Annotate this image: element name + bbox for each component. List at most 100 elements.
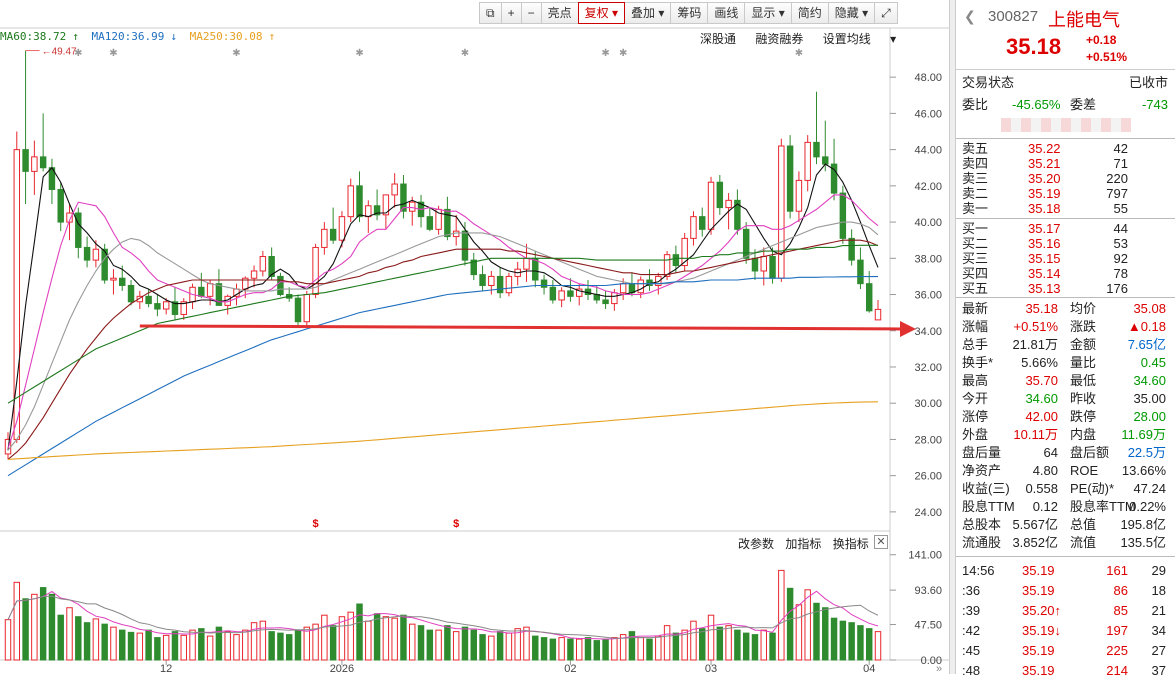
switch-indicator-link[interactable]: 换指标 [832, 537, 869, 551]
stat-row: 今开 34.60 昨收 35.00 [962, 390, 1168, 408]
stat-value: ▲0.18 [1127, 319, 1166, 334]
tick-count: 34 [1151, 623, 1166, 638]
candle-body [57, 188, 64, 223]
volume-bar [681, 629, 688, 661]
candle-body [268, 255, 275, 277]
margin-link[interactable]: 融资融券 [755, 32, 804, 46]
volume-bar [444, 625, 451, 661]
bid-volume: 53 [1113, 236, 1128, 251]
volume-bar [127, 631, 135, 661]
price-change: +0.18 [1086, 33, 1117, 47]
stat-label: 净资产 [962, 463, 1002, 478]
stat-label: 今开 [962, 391, 989, 406]
add-indicator-link[interactable]: 加指标 [785, 537, 822, 551]
event-marker: ✱ [109, 48, 117, 59]
stat-label: 内盘 [1070, 427, 1097, 442]
fullscreen-icon[interactable]: ⤢ [874, 2, 898, 24]
x-tick-label: 03 [705, 663, 717, 674]
volume-bar [672, 632, 680, 661]
hk-connect-link[interactable]: 深股通 [700, 32, 737, 46]
candle-body [154, 303, 161, 310]
weibi-label: 委比 [962, 97, 989, 112]
prev-stock-icon[interactable]: ❮ [964, 8, 976, 24]
volume-bar [602, 638, 609, 661]
candle-body [734, 199, 741, 230]
volume-bar [786, 587, 794, 661]
close-icon[interactable]: ✕ [874, 535, 888, 549]
volume-bar [294, 629, 302, 661]
volume-bar [338, 616, 346, 661]
vol-tick-label: 0.00 [921, 655, 942, 667]
tick-volume: 85 [1113, 603, 1128, 618]
weibi-value: -45.65% [1012, 97, 1061, 112]
volume-bar [39, 587, 47, 661]
candle-body [145, 295, 152, 305]
volume-bar [312, 623, 319, 661]
tick-price: 35.19 [1022, 643, 1055, 658]
simple-button[interactable]: 简约 [790, 2, 829, 24]
volume-bar [505, 632, 513, 661]
candle-body [400, 183, 407, 212]
zoom-in-icon[interactable]: + [500, 2, 522, 24]
volume-bar [725, 625, 732, 661]
candle-body [760, 255, 767, 272]
splitter[interactable] [949, 0, 955, 674]
candle-body [663, 254, 671, 277]
candle-body [321, 228, 328, 248]
stat-value: 7.65亿 [1127, 337, 1166, 352]
volume-bar [66, 607, 73, 661]
volume-bar [593, 640, 601, 661]
stat-value: 34.60 [1025, 391, 1058, 406]
change-params-link[interactable]: 改参数 [738, 537, 775, 551]
zoom-out-icon[interactable]: − [520, 2, 542, 24]
stat-value: 5.66% [1021, 355, 1058, 370]
volume-bar [435, 629, 442, 661]
adjust-button[interactable]: 复权 ▾ [577, 2, 625, 24]
stat-value: 11.69万 [1121, 427, 1166, 442]
bid-row: 买一 35.17 44 [962, 220, 1168, 238]
tick-price: 35.19↓ [1022, 623, 1062, 638]
bid-price: 35.17 [1028, 221, 1061, 236]
stat-value: 10.11万 [1013, 427, 1058, 442]
candle-body [690, 216, 697, 239]
event-marker: ✱ [461, 48, 469, 59]
ask-volume: 55 [1113, 201, 1128, 216]
stat-label: 跌停 [1070, 409, 1097, 424]
candle-body [66, 212, 73, 223]
weibi-row: 委比 -45.65% 委差 -743 [962, 96, 1168, 114]
y-tick-label: 40.00 [914, 217, 942, 229]
volume-bar [110, 626, 117, 661]
chips-button[interactable]: 筹码 [670, 2, 709, 24]
volume-bar [83, 622, 91, 661]
ask-label: 卖五 [962, 141, 989, 156]
peak-label: ←49.47 [42, 47, 77, 58]
ma-settings-link[interactable]: 设置均线 ▾ [822, 32, 897, 46]
tick-row: :48 35.19 214 37 [962, 662, 1168, 680]
ask-row: 卖三 35.20 220 [962, 170, 1168, 188]
display-button[interactable]: 显示 ▾ [744, 2, 792, 24]
stat-value: +0.51% [1013, 319, 1058, 334]
x-tick-label: 04 [863, 663, 875, 674]
hide-button[interactable]: 隐藏 ▾ [827, 2, 876, 24]
stock-name: 上能电气 [1048, 10, 1120, 30]
overlay-button[interactable]: 叠加 ▾ [624, 2, 672, 24]
kline-chart[interactable]: 48.00 46.00 44.00 42.00 40.00 38.00 36.00 34.00… [0, 0, 950, 674]
stat-label: 涨停 [962, 409, 989, 424]
tick-count: 21 [1151, 603, 1166, 618]
bid-label: 买五 [962, 281, 989, 296]
candle-body [391, 183, 398, 196]
volume-bar [75, 616, 82, 661]
stat-value: 35.70 [1025, 373, 1058, 388]
stat-value: 35.18 [1025, 301, 1058, 316]
restore-icon[interactable]: ⧉ [479, 2, 502, 24]
stat-row: 收益(三) 0.558 PE(动)* 47.24 [962, 480, 1168, 498]
draw-button[interactable]: 画线 [707, 2, 746, 24]
candle-body [198, 286, 205, 297]
y-tick-label: 42.00 [914, 181, 942, 193]
ask-volume: 71 [1113, 156, 1128, 171]
volume-bar [13, 581, 21, 661]
volume-bar [356, 603, 363, 661]
ask-label: 卖二 [962, 186, 989, 201]
stat-label: 最新 [962, 301, 989, 316]
highlight-button[interactable]: 亮点 [540, 2, 579, 24]
